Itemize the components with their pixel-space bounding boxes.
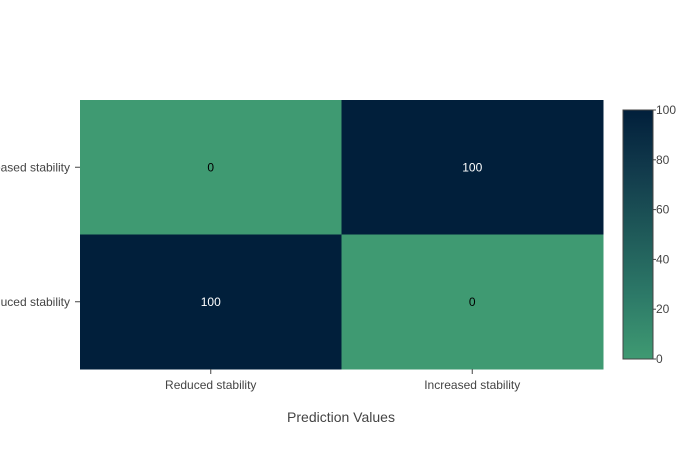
y-tick-label: Increased stability (0, 160, 70, 174)
colorbar: 0 20 40 60 80 100 (622, 103, 676, 366)
plot-area: 0 100 100 0 (80, 100, 604, 370)
colorbar-tick-label: 0 (656, 352, 663, 366)
cell-value-label: 0 (207, 160, 214, 174)
heatmap-cell (80, 100, 342, 235)
x-tick-label: Reduced stability (165, 378, 256, 392)
colorbar-tick-label: 40 (656, 252, 670, 266)
colorbar-tick-label: 60 (656, 203, 670, 217)
heatmap-cell (80, 234, 342, 370)
x-tick-label: Increased stability (424, 378, 520, 392)
colorbar-tick-label: 20 (656, 302, 670, 316)
colorbar-tick-label: 80 (656, 153, 670, 167)
x-axis-title: Prediction Values (287, 409, 395, 425)
colorbar-gradient (622, 109, 654, 360)
x-axis: Reduced stability Increased stability (165, 369, 520, 392)
y-axis: Increased stability Reduced stability (0, 160, 80, 309)
cell-value-label: 100 (201, 295, 221, 309)
cell-value-label: 100 (462, 160, 482, 174)
cell-value-label: 0 (469, 295, 476, 309)
heatmap-cell (341, 100, 604, 235)
colorbar-tick-label: 100 (656, 103, 676, 117)
heatmap-cell (341, 234, 604, 370)
y-tick-label: Reduced stability (0, 295, 70, 309)
